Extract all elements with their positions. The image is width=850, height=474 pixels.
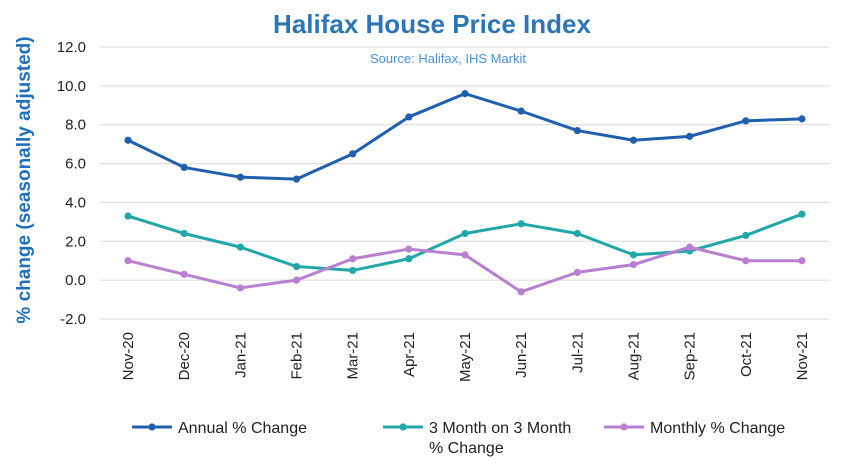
x-tick-label: Feb-21: [289, 332, 306, 380]
legend-marker: [620, 423, 628, 431]
data-point: [124, 257, 132, 265]
data-point: [124, 136, 132, 144]
data-point: [292, 276, 301, 284]
data-point: [292, 262, 301, 271]
data-point: [236, 173, 244, 181]
data-point: [629, 251, 638, 259]
series-line: [126, 92, 804, 181]
data-point: [180, 163, 188, 172]
data-point: [742, 117, 750, 125]
x-tick-label: Nov-21: [794, 332, 811, 380]
data-point: [349, 266, 357, 275]
data-point: [798, 210, 806, 218]
legend-label: Monthly % Change: [650, 420, 785, 437]
y-tick-label: 2.0: [65, 233, 86, 250]
data-point: [573, 229, 581, 238]
y-tick-label: 4.0: [65, 194, 86, 211]
data-point: [517, 288, 525, 296]
series-line: [126, 212, 804, 272]
gridlines: [100, 46, 830, 320]
y-tick-label: 6.0: [65, 156, 86, 173]
y-tick-label: 8.0: [65, 117, 86, 134]
data-point: [461, 90, 469, 98]
series-group: [124, 90, 806, 296]
data-point: [405, 255, 413, 263]
data-point: [124, 212, 132, 220]
data-point: [517, 107, 525, 115]
data-point: [405, 245, 413, 253]
x-tick-label: Nov-20: [120, 332, 137, 380]
y-tick-label: 12.0: [57, 39, 86, 56]
data-point: [461, 229, 469, 238]
data-point: [629, 261, 638, 269]
data-point: [405, 113, 413, 121]
data-point: [180, 270, 188, 278]
y-tick-label: 0.0: [65, 272, 86, 289]
x-tick-label: Mar-21: [345, 332, 362, 380]
data-point: [629, 136, 638, 144]
x-tick-label: Dec-20: [176, 332, 193, 380]
data-point: [686, 243, 694, 251]
x-tick-label: Jul-21: [569, 332, 586, 373]
data-point: [686, 132, 694, 140]
data-point: [573, 126, 581, 135]
data-point: [517, 220, 525, 228]
legend-label: % Change: [429, 440, 504, 457]
data-point: [461, 251, 469, 259]
x-tick-label: Jun-21: [513, 332, 530, 378]
data-point: [742, 231, 750, 240]
legend: Annual % Change 3 Month on 3 Month % Chang…: [132, 420, 785, 457]
x-tick-label: Apr-21: [401, 332, 418, 377]
data-point: [180, 229, 188, 238]
y-tick-label: -2.0: [60, 311, 86, 328]
data-point: [236, 284, 244, 292]
chart-title: Halifax House Price Index: [273, 9, 591, 39]
chart-subtitle: Source: Halifax, IHS Markit: [370, 51, 526, 66]
legend-marker: [148, 423, 156, 431]
x-tick-label: Aug-21: [625, 332, 642, 380]
data-point: [742, 257, 750, 265]
data-point: [349, 255, 357, 263]
y-axis-ticks: 12.0 10.0 8.0 6.0 4.0 2.0 0.0 -2.0: [57, 39, 86, 328]
x-axis-ticks: Nov-20 Dec-20 Jan-21 Feb-21 Mar-21 Apr-21 May-…: [120, 332, 811, 382]
y-tick-label: 10.0: [57, 78, 86, 95]
x-tick-label: Sep-21: [682, 332, 699, 380]
legend-marker: [399, 423, 407, 431]
data-point: [349, 150, 357, 158]
data-point: [236, 243, 244, 251]
legend-label: Annual % Change: [178, 420, 307, 437]
data-point: [573, 268, 581, 276]
y-axis-label: % change (seasonally adjusted): [14, 36, 35, 323]
data-point: [292, 175, 301, 183]
x-tick-label: May-21: [457, 332, 474, 382]
x-tick-label: Oct-21: [738, 332, 755, 377]
legend-label: 3 Month on 3 Month: [429, 420, 571, 437]
data-point: [798, 115, 806, 123]
x-tick-label: Jan-21: [232, 332, 249, 378]
data-point: [798, 257, 806, 265]
